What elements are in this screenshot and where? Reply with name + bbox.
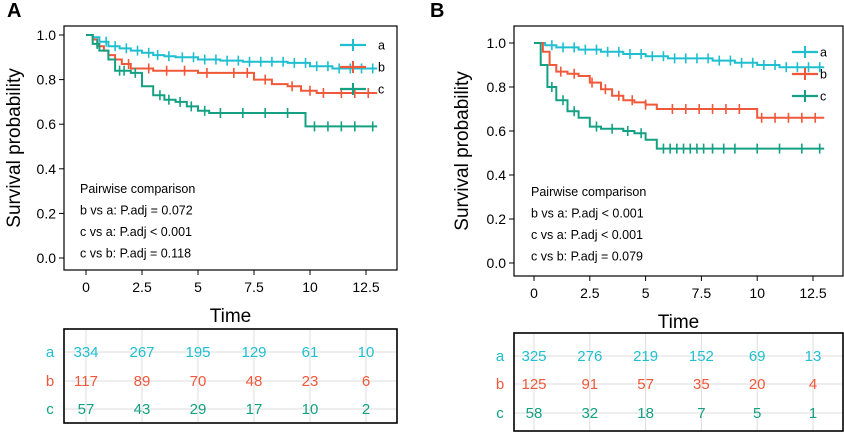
- risk-value: 29: [190, 401, 207, 418]
- y-tick-label: 0.4: [37, 161, 57, 177]
- y-tick-label: 0.4: [487, 167, 507, 183]
- risk-value: 32: [581, 405, 598, 422]
- x-tick-label: 12.5: [352, 279, 379, 295]
- risk-row-label: a: [496, 348, 505, 365]
- y-tick-label: 1.0: [487, 35, 507, 51]
- pairwise-annotation: c vs a: P.adj < 0.001: [80, 225, 192, 239]
- risk-value: 267: [129, 344, 154, 361]
- risk-value: 117: [74, 373, 98, 390]
- risk-table-frame: [513, 332, 844, 432]
- risk-value: 20: [749, 376, 766, 393]
- risk-value: 2: [362, 401, 370, 418]
- x-tick-label: 7.5: [244, 279, 264, 295]
- risk-value: 276: [577, 348, 602, 365]
- panel-letter: B: [430, 0, 444, 22]
- plot-frame: [513, 25, 844, 277]
- risk-value: 5: [753, 405, 761, 422]
- y-tick-label: 0.0: [487, 255, 507, 271]
- legend-label: b: [820, 68, 827, 82]
- risk-value: 17: [246, 401, 263, 418]
- risk-value: 7: [697, 405, 705, 422]
- risk-value: 152: [689, 348, 714, 365]
- y-tick-label: 0.0: [37, 250, 57, 266]
- pairwise-annotation: c vs b: P.adj = 0.079: [531, 250, 643, 264]
- risk-value: 6: [362, 373, 370, 390]
- risk-value: 57: [637, 376, 654, 393]
- risk-value: 10: [302, 401, 319, 418]
- x-tick-label: 2.5: [580, 285, 600, 301]
- risk-value: 219: [633, 348, 658, 365]
- x-tick-label: 10: [302, 279, 318, 295]
- survival-curve-c: [86, 34, 378, 128]
- x-axis-label: Time: [210, 306, 252, 327]
- survival-curve-a: [534, 42, 825, 69]
- risk-row-label: c: [496, 405, 504, 422]
- y-tick-label: 0.6: [37, 116, 57, 132]
- risk-value: 48: [246, 373, 263, 390]
- risk-value: 4: [809, 376, 817, 393]
- risk-value: 195: [185, 344, 210, 361]
- risk-row-label: a: [46, 344, 55, 361]
- pairwise-annotation: Pairwise comparison: [531, 185, 646, 199]
- legend-label: a: [820, 46, 827, 60]
- risk-value: 10: [358, 344, 375, 361]
- risk-row-label: c: [46, 401, 54, 418]
- y-tick-label: 0.2: [487, 211, 507, 227]
- survival-curve-a: [86, 34, 378, 70]
- x-tick-label: 12.5: [799, 285, 826, 301]
- y-tick-label: 0.6: [487, 123, 507, 139]
- legend-label: b: [378, 61, 385, 75]
- risk-value: 69: [749, 348, 766, 365]
- risk-value: 334: [73, 344, 98, 361]
- risk-value: 23: [302, 373, 319, 390]
- risk-value: 61: [302, 344, 319, 361]
- risk-value: 325: [521, 348, 546, 365]
- x-tick-label: 0: [530, 285, 538, 301]
- risk-row-label: b: [496, 376, 504, 393]
- x-tick-label: 5: [194, 279, 202, 295]
- risk-value: 13: [805, 348, 822, 365]
- panel-letter: A: [7, 0, 21, 22]
- risk-row-label: b: [46, 373, 54, 390]
- survival-curve-b: [534, 42, 825, 119]
- pairwise-annotation: b vs a: P.adj < 0.001: [531, 207, 644, 221]
- x-tick-label: 2.5: [132, 279, 152, 295]
- x-tick-label: 7.5: [692, 285, 712, 301]
- y-axis-label: Survival probability: [4, 68, 25, 228]
- pairwise-annotation: Pairwise comparison: [80, 182, 195, 196]
- x-tick-label: 5: [642, 285, 650, 301]
- risk-value: 129: [241, 344, 266, 361]
- pairwise-annotation: b vs a: P.adj = 0.072: [80, 204, 193, 218]
- risk-value: 91: [581, 376, 598, 393]
- plot-frame: [63, 25, 398, 271]
- survival-curve-b: [86, 34, 378, 94]
- x-tick-label: 10: [749, 285, 765, 301]
- pairwise-annotation: c vs b: P.adj = 0.118: [80, 247, 191, 261]
- risk-value: 57: [78, 401, 95, 418]
- survival-curve-c: [534, 42, 825, 150]
- risk-value: 70: [190, 373, 207, 390]
- legend-label: c: [820, 90, 826, 104]
- legend-label: c: [378, 83, 384, 97]
- risk-value: 89: [134, 373, 151, 390]
- x-axis-label: Time: [658, 312, 700, 333]
- pairwise-annotation: c vs a: P.adj < 0.001: [531, 228, 643, 242]
- risk-table-frame: [63, 328, 398, 424]
- y-tick-label: 0.8: [487, 79, 507, 95]
- risk-value: 35: [693, 376, 710, 393]
- risk-value: 125: [521, 376, 546, 393]
- risk-value: 1: [809, 405, 817, 422]
- y-tick-label: 1.0: [37, 27, 57, 43]
- legend-label: a: [378, 39, 385, 53]
- risk-value: 58: [526, 405, 543, 422]
- y-tick-label: 0.8: [37, 72, 57, 88]
- risk-value: 18: [637, 405, 654, 422]
- y-axis-label: Survival probability: [452, 71, 473, 231]
- y-tick-label: 0.2: [37, 205, 57, 221]
- x-tick-label: 0: [82, 279, 90, 295]
- risk-value: 43: [134, 401, 151, 418]
